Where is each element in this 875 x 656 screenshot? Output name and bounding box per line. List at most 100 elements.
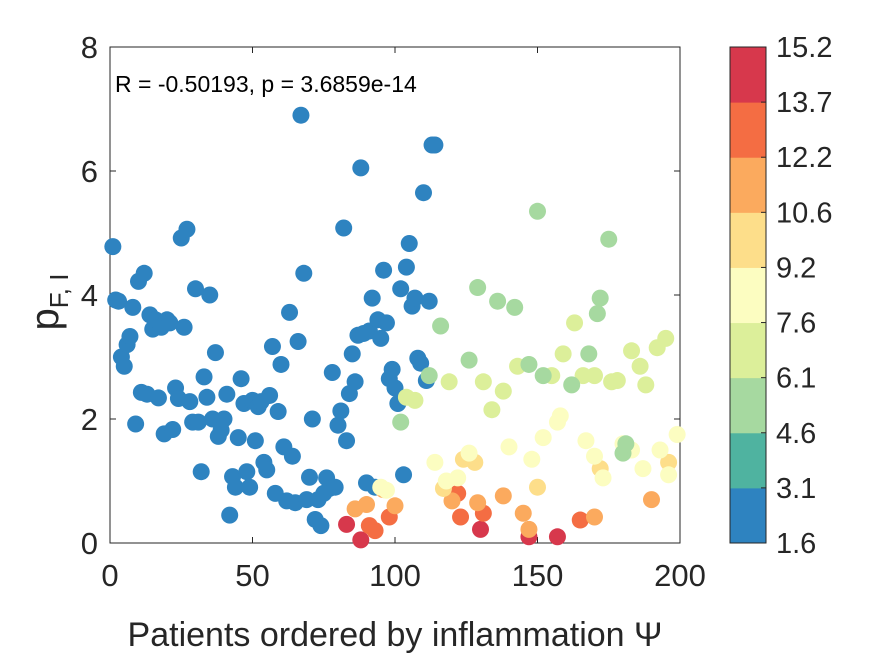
data-point bbox=[372, 329, 390, 347]
data-point bbox=[566, 314, 584, 332]
data-point bbox=[637, 376, 655, 394]
data-point bbox=[124, 298, 142, 316]
data-point bbox=[206, 344, 224, 362]
y-tick-label: 0 bbox=[81, 526, 98, 561]
data-point bbox=[506, 298, 524, 316]
colorbar-tick-label: 12.2 bbox=[776, 142, 832, 174]
data-point bbox=[529, 478, 546, 496]
data-point bbox=[443, 492, 461, 510]
data-point bbox=[238, 463, 256, 481]
data-point bbox=[571, 511, 589, 529]
data-point bbox=[554, 345, 572, 363]
data-points bbox=[104, 106, 686, 549]
data-point bbox=[392, 280, 410, 298]
data-point bbox=[469, 279, 487, 297]
x-axis-title: Patients ordered by inflammation Ψ bbox=[128, 616, 663, 654]
data-point bbox=[657, 329, 675, 347]
data-point bbox=[534, 429, 552, 447]
colorbar-tick-label: 10.6 bbox=[776, 197, 832, 229]
data-point bbox=[377, 314, 395, 332]
data-point bbox=[460, 351, 478, 369]
y-axis-title: pF, I bbox=[23, 274, 74, 331]
data-point bbox=[608, 372, 626, 390]
data-point bbox=[127, 415, 145, 433]
data-point bbox=[241, 478, 259, 496]
data-point bbox=[283, 447, 301, 465]
data-point bbox=[400, 235, 418, 253]
x-tick-label: 200 bbox=[654, 558, 706, 593]
data-point bbox=[392, 413, 410, 431]
data-point bbox=[175, 318, 193, 336]
data-point bbox=[594, 469, 612, 487]
data-point bbox=[563, 376, 581, 394]
data-point bbox=[263, 337, 281, 355]
data-point bbox=[551, 407, 569, 425]
data-point bbox=[281, 303, 299, 321]
svg-text:pF, I: pF, I bbox=[23, 274, 74, 331]
data-point bbox=[187, 280, 204, 298]
data-point bbox=[292, 106, 310, 124]
y-tick-label: 8 bbox=[81, 30, 98, 65]
colorbar-segment bbox=[730, 377, 766, 434]
data-point bbox=[366, 522, 384, 540]
y-axis-title-main: p bbox=[23, 308, 67, 330]
colorbar-segment bbox=[730, 267, 766, 324]
colorbar-tick-label: 15.2 bbox=[776, 32, 832, 64]
data-point bbox=[617, 435, 635, 453]
data-point bbox=[192, 463, 210, 481]
data-point bbox=[352, 531, 370, 549]
data-point bbox=[520, 355, 538, 373]
data-point bbox=[415, 184, 432, 202]
data-point bbox=[449, 469, 467, 487]
data-point bbox=[258, 461, 276, 479]
data-point bbox=[588, 305, 606, 323]
data-point bbox=[338, 432, 356, 450]
x-tick-label: 150 bbox=[512, 558, 564, 593]
colorbar-segment bbox=[730, 47, 766, 103]
data-point bbox=[412, 354, 430, 372]
data-point bbox=[634, 460, 652, 478]
data-point bbox=[343, 345, 361, 363]
data-point bbox=[246, 432, 264, 450]
data-point bbox=[221, 506, 239, 524]
data-point bbox=[651, 441, 669, 459]
colorbar bbox=[729, 46, 767, 544]
colorbar-segment bbox=[730, 212, 766, 268]
data-point bbox=[534, 367, 552, 385]
data-point bbox=[229, 429, 247, 447]
colorbar-tick-label: 3.1 bbox=[776, 473, 816, 505]
x-tick-labels: 0 50 100 150 200 bbox=[101, 558, 705, 593]
data-point bbox=[312, 517, 330, 535]
data-point bbox=[115, 357, 133, 375]
data-point bbox=[529, 202, 546, 220]
data-point bbox=[494, 382, 512, 400]
data-point bbox=[494, 487, 512, 505]
data-point bbox=[514, 504, 532, 522]
y-tick-label: 6 bbox=[81, 154, 98, 189]
data-point bbox=[397, 258, 415, 276]
colorbar-frame bbox=[729, 46, 767, 544]
data-point bbox=[523, 450, 541, 468]
data-point bbox=[660, 453, 678, 471]
data-point bbox=[520, 520, 538, 538]
data-point bbox=[338, 515, 356, 533]
data-point bbox=[226, 478, 244, 496]
colorbar-segment bbox=[730, 432, 766, 489]
data-point bbox=[600, 230, 618, 248]
data-point bbox=[215, 410, 233, 428]
y-tick-label: 4 bbox=[81, 278, 98, 313]
data-point bbox=[329, 416, 347, 434]
x-tick-label: 0 bbox=[101, 558, 118, 593]
data-point bbox=[586, 508, 603, 526]
data-point bbox=[623, 342, 641, 360]
data-point bbox=[395, 466, 413, 484]
data-point bbox=[301, 468, 318, 486]
colorbar-segment bbox=[730, 322, 766, 379]
data-point bbox=[460, 444, 478, 462]
data-point bbox=[660, 466, 678, 484]
data-point bbox=[426, 453, 444, 471]
data-point bbox=[332, 402, 350, 420]
data-point bbox=[452, 508, 470, 526]
colorbar-tick-label: 9.2 bbox=[776, 252, 816, 284]
